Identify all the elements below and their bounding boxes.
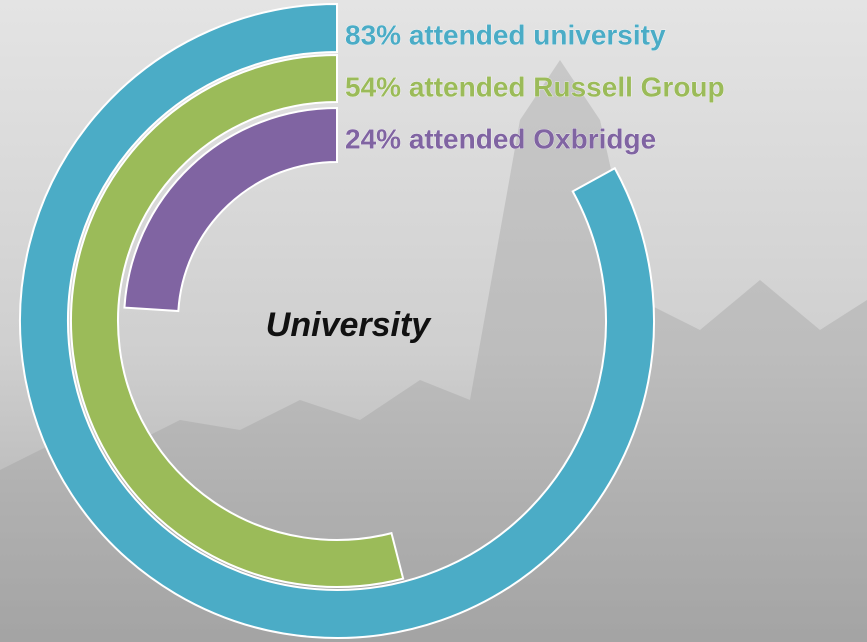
chart: University 83% attended university 54% at… bbox=[0, 0, 867, 642]
bar-label: 83% attended university bbox=[345, 19, 666, 50]
bar-label: 24% attended Oxbridge bbox=[345, 123, 656, 154]
bar-label: 54% attended Russell Group bbox=[345, 71, 725, 102]
center-label: University bbox=[266, 306, 432, 344]
